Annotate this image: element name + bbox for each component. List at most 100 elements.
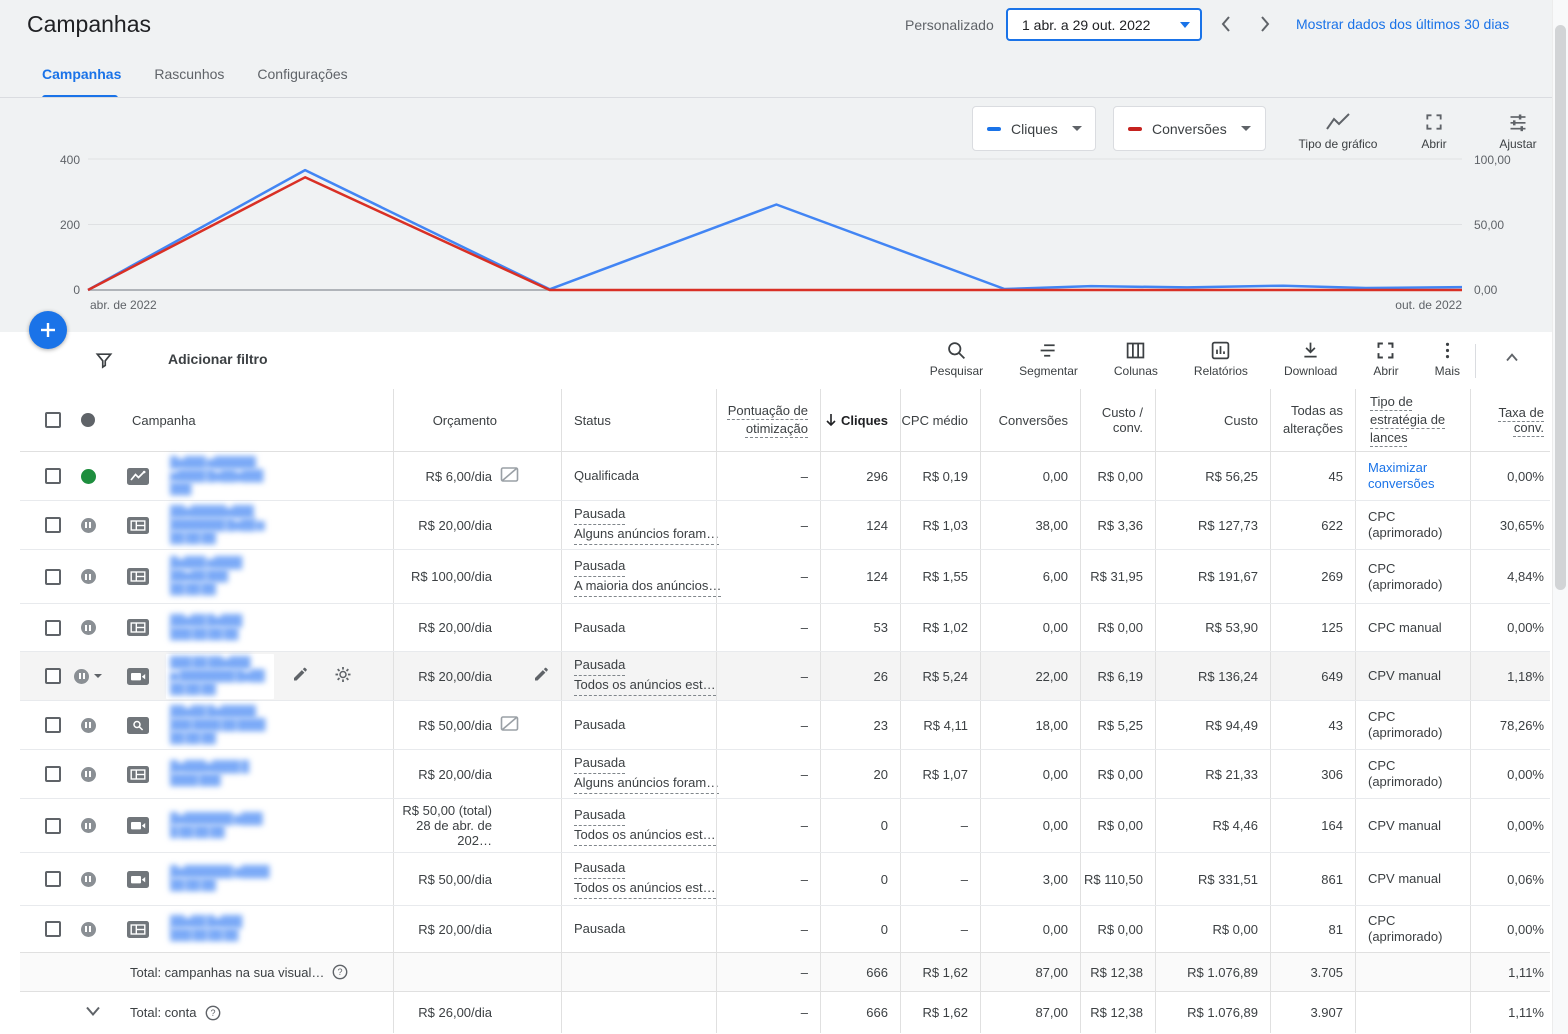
- table-row[interactable]: █▆███ ▆████ ██▆██ ███ ██ ██ ██ R$ 100,00/di…: [20, 549, 1550, 603]
- show-last-30-days-link[interactable]: Mostrar dados dos últimos 30 dias: [1296, 16, 1510, 32]
- column-header-estrategia[interactable]: Tipo de estratégia de lances: [1355, 389, 1470, 451]
- add-filter-button[interactable]: Adicionar filtro: [168, 351, 268, 367]
- status-filter-dot-icon[interactable]: [81, 413, 95, 427]
- chevron-down-icon[interactable]: [94, 674, 102, 678]
- paused-status-icon[interactable]: [80, 766, 96, 782]
- row-checkbox[interactable]: [45, 717, 61, 733]
- status-cell[interactable]: Pausada: [561, 604, 716, 651]
- status-cell[interactable]: Pausada Todos os anúncios est…: [561, 652, 716, 700]
- adjust-chart-button[interactable]: Ajustar: [1488, 112, 1548, 151]
- select-all-checkbox[interactable]: [45, 412, 61, 428]
- budget-cell[interactable]: R$ 20,00/dia: [393, 652, 561, 700]
- edit-pencil-icon[interactable]: [292, 667, 308, 686]
- table-row[interactable]: █▆███▆████ █ ████ ███ R$ 20,00/dia Pausada A…: [20, 749, 1550, 798]
- row-checkbox[interactable]: [45, 871, 61, 887]
- campaign-name[interactable]: █▆███ ▆██████ ▆████ █▆██▆███ ███: [166, 453, 273, 499]
- table-row[interactable]: █▆███████ ▆███ █ ██ ██ ██ R$ 50,00 (total)…: [20, 798, 1550, 852]
- table-row[interactable]: ██▆██ █▆███ ███ ██ ██ ██ R$ 20,00/dia Pausa…: [20, 905, 1550, 952]
- table-row[interactable]: █▆███████ ▆████ ██ ██ ██ R$ 50,00/dia Pausa…: [20, 852, 1550, 905]
- column-header-orcamento[interactable]: Orçamento: [393, 389, 561, 451]
- column-header-custo[interactable]: Custo: [1155, 389, 1270, 451]
- budget-cell[interactable]: R$ 50,00/dia: [393, 853, 561, 905]
- help-icon[interactable]: ?: [205, 1005, 221, 1021]
- bid-strategy-value[interactable]: Maximizar conversões: [1368, 460, 1435, 491]
- status-cell[interactable]: Qualificada: [561, 452, 716, 500]
- tab-campanhas[interactable]: Campanhas: [42, 66, 122, 82]
- paused-status-icon[interactable]: [80, 569, 96, 584]
- campaign-name[interactable]: ██▆██ █▆███ ███ ██ ██ ██: [166, 913, 252, 945]
- campaign-name[interactable]: ██▆██ █▆███ ███ ██ ██ ██: [166, 611, 252, 644]
- row-checkbox[interactable]: [45, 468, 61, 484]
- budget-cell[interactable]: R$ 50,00 (total) 28 de abr. de 202…: [393, 799, 561, 852]
- table-row[interactable]: █▆███ ▆██████ ▆████ █▆██▆███ ███ R$ 6,00/di…: [20, 452, 1550, 500]
- budget-cell[interactable]: R$ 6,00/dia: [393, 452, 561, 500]
- date-range-picker[interactable]: 1 abr. a 29 out. 2022: [1006, 8, 1202, 41]
- segment-button[interactable]: Segmentar: [1019, 340, 1078, 378]
- row-checkbox[interactable]: [45, 921, 61, 937]
- row-checkbox[interactable]: [45, 568, 61, 585]
- edit-pencil-icon[interactable]: [533, 667, 549, 686]
- column-header-pontuacao[interactable]: Pontuação de otimização: [716, 389, 820, 451]
- campaign-name[interactable]: ██▆██ █▆█████ ███ ████ ██ ████ ██ ██ ██: [166, 702, 275, 748]
- paused-status-icon[interactable]: [80, 871, 96, 887]
- column-header-campanha[interactable]: Campanha: [132, 412, 196, 428]
- bid-strategy-cell[interactable]: Maximizar conversões: [1355, 452, 1470, 500]
- settings-gear-icon[interactable]: [334, 666, 352, 687]
- paused-status-icon[interactable]: [80, 921, 96, 937]
- chart-type-button[interactable]: Tipo de gráfico: [1296, 112, 1380, 151]
- metric-selector-conversoes[interactable]: Conversões: [1113, 106, 1266, 151]
- budget-cell[interactable]: R$ 100,00/dia: [393, 550, 561, 603]
- columns-button[interactable]: Colunas: [1114, 340, 1158, 378]
- next-period-button[interactable]: [1251, 10, 1279, 38]
- budget-cell[interactable]: R$ 20,00/dia: [393, 604, 561, 651]
- campaign-name[interactable]: █▆███████ ▆███ █ ██ ██ ██: [166, 809, 272, 842]
- row-checkbox[interactable]: [45, 817, 61, 834]
- budget-cell[interactable]: R$ 20,00/dia: [393, 750, 561, 798]
- campaign-name[interactable]: █▆███ ▆████ ██▆██ ███ ██ ██ ██: [166, 554, 252, 599]
- search-button[interactable]: Pesquisar: [930, 340, 983, 378]
- row-checkbox[interactable]: [45, 766, 61, 782]
- download-button[interactable]: Download: [1284, 340, 1337, 378]
- column-header-cliques[interactable]: Cliques: [820, 389, 900, 451]
- paused-status-icon[interactable]: [80, 717, 96, 733]
- chevron-down-icon[interactable]: [85, 1005, 101, 1020]
- status-cell[interactable]: Pausada Todos os anúncios est…: [561, 799, 716, 852]
- paused-status-icon[interactable]: [80, 517, 96, 533]
- filter-icon[interactable]: [94, 350, 114, 375]
- column-header-taxa[interactable]: Taxa de conv.: [1470, 389, 1550, 451]
- column-header-status[interactable]: Status: [561, 389, 716, 451]
- campaign-name[interactable]: ██▆█████▆███ ████████ █▆██ ▆ ██ ██ ██: [166, 502, 274, 548]
- row-checkbox[interactable]: [45, 668, 61, 684]
- metric-selector-cliques[interactable]: Cliques: [972, 106, 1096, 151]
- row-checkbox[interactable]: [45, 517, 61, 533]
- campaign-name[interactable]: █▆███▆████ █ ████ ███: [166, 758, 259, 790]
- expand-table-button[interactable]: Abrir: [1373, 340, 1399, 378]
- budget-cell[interactable]: R$ 20,00/dia: [393, 906, 561, 952]
- status-cell[interactable]: Pausada: [561, 906, 716, 952]
- column-header-custo-conv[interactable]: Custo / conv.: [1080, 389, 1155, 451]
- tab-rascunhos[interactable]: Rascunhos: [154, 66, 225, 82]
- table-row[interactable]: ███ ██ ██▆███ ▆ ████████ █▆██ ██ ██ ██ R$ 2…: [20, 651, 1550, 700]
- tab-configuracoes[interactable]: Configurações: [257, 66, 348, 82]
- paused-status-icon[interactable]: [80, 620, 96, 635]
- campaign-name[interactable]: █▆███████ ▆████ ██ ██ ██: [166, 863, 279, 895]
- table-row[interactable]: ██▆█████▆███ ████████ █▆██ ▆ ██ ██ ██ R$ 20…: [20, 500, 1550, 549]
- row-checkbox[interactable]: [45, 619, 61, 636]
- status-cell[interactable]: Pausada A maioria dos anúncios…: [561, 550, 722, 603]
- budget-cell[interactable]: R$ 20,00/dia: [393, 501, 561, 549]
- campaign-name[interactable]: ███ ██ ██▆███ ▆ ████████ █▆██ ██ ██ ██: [166, 653, 274, 699]
- column-header-cpc[interactable]: CPC médio: [900, 389, 980, 451]
- previous-period-button[interactable]: [1212, 10, 1240, 38]
- collapse-table-button[interactable]: [1502, 348, 1522, 373]
- paused-status-icon[interactable]: [80, 818, 96, 833]
- expand-chart-button[interactable]: Abrir: [1406, 112, 1462, 151]
- more-button[interactable]: Mais: [1435, 340, 1460, 378]
- column-header-conversoes[interactable]: Conversões: [980, 389, 1080, 451]
- status-cell[interactable]: Pausada Alguns anúncios foram…: [561, 501, 720, 549]
- reports-button[interactable]: Relatórios: [1194, 340, 1248, 378]
- table-row[interactable]: ██▆██ █▆█████ ███ ████ ██ ████ ██ ██ ██ R$ …: [20, 700, 1550, 749]
- enabled-status-icon[interactable]: [80, 468, 96, 484]
- paused-status-icon[interactable]: [74, 668, 89, 684]
- scrollbar-thumb[interactable]: [1555, 25, 1566, 590]
- budget-cell[interactable]: R$ 50,00/dia: [393, 701, 561, 749]
